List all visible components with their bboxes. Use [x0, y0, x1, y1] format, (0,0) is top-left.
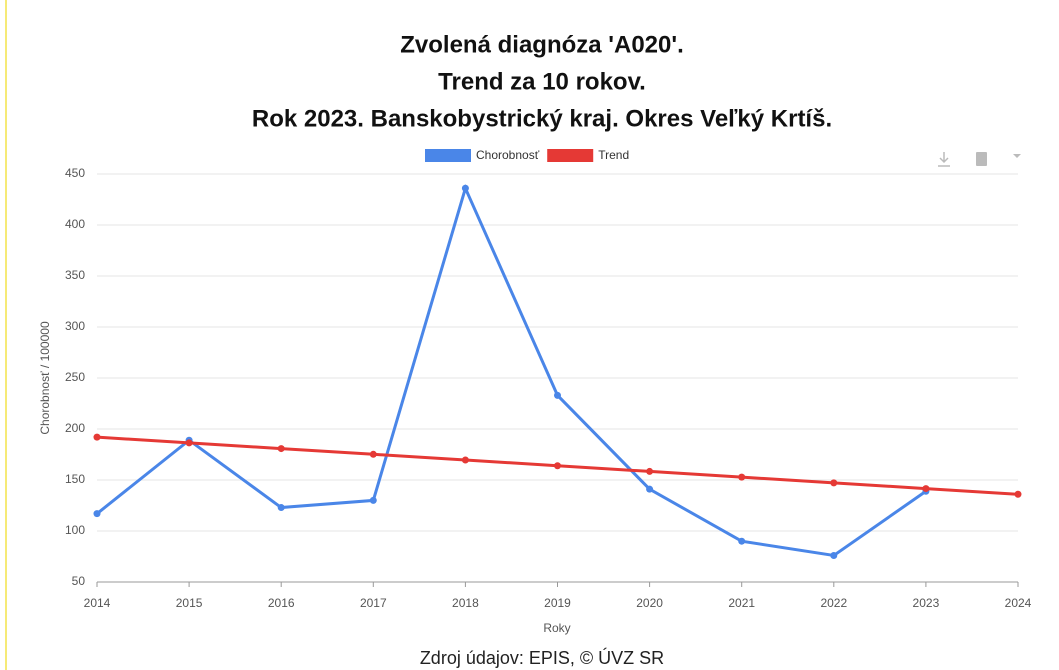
y-tick-label: 150 — [65, 472, 85, 486]
chart-title: Rok 2023. Banskobystrický kraj. Okres Ve… — [252, 105, 832, 132]
y-tick-label: 200 — [65, 421, 85, 435]
y-tick-label: 400 — [65, 217, 85, 231]
point — [93, 433, 101, 441]
point — [461, 184, 469, 192]
point — [1014, 490, 1022, 498]
point — [369, 496, 377, 504]
x-tick-label: 2014 — [84, 596, 111, 610]
x-tick-label: 2019 — [544, 596, 571, 610]
point — [830, 479, 838, 487]
series-line — [96, 183, 927, 558]
point — [554, 462, 561, 470]
legend-swatch — [425, 149, 471, 162]
point — [922, 485, 930, 493]
point — [277, 504, 285, 512]
legend-label: Chorobnosť — [476, 148, 540, 162]
x-tick-label: 2020 — [636, 596, 663, 610]
y-axis-label: Chorobnosť / 100000 — [38, 321, 52, 435]
chart-title: Zvolená diagnóza 'A020'. — [400, 31, 684, 58]
clipboard-icon[interactable] — [976, 152, 987, 166]
y-tick-label: 100 — [65, 523, 85, 537]
point — [461, 456, 469, 464]
x-tick-label: 2015 — [176, 596, 203, 610]
point — [830, 551, 838, 559]
x-tick-label: 2024 — [1005, 596, 1032, 610]
point — [369, 450, 377, 458]
x-tick-label: 2018 — [452, 596, 479, 610]
y-tick-label: 250 — [65, 370, 85, 384]
point — [93, 510, 101, 518]
point — [185, 439, 193, 447]
point — [738, 473, 746, 481]
y-tick-label: 350 — [65, 268, 85, 282]
x-tick-label: 2023 — [913, 596, 940, 610]
toolbar[interactable] — [938, 152, 1021, 167]
point — [738, 537, 746, 545]
menu-icon[interactable] — [1013, 154, 1021, 158]
x-tick-label: 2021 — [728, 596, 755, 610]
y-tick-label: 300 — [65, 319, 85, 333]
chart-title: Trend za 10 rokov. — [438, 68, 646, 95]
point — [554, 391, 561, 399]
x-tick-label: 2022 — [820, 596, 847, 610]
x-tick-label: 2017 — [360, 596, 387, 610]
source: Zdroj údajov: EPIS, © ÚVZ SR — [420, 647, 664, 668]
download-icon[interactable] — [938, 152, 950, 167]
point — [646, 467, 654, 475]
legend-label: Trend — [598, 148, 629, 162]
x-axis-label: Roky — [543, 621, 570, 635]
x-tick-label: 2016 — [268, 596, 295, 610]
y-tick-label: 50 — [72, 574, 86, 588]
legend-swatch — [547, 149, 594, 162]
y-tick-label: 450 — [65, 166, 85, 180]
point — [646, 485, 654, 493]
point — [277, 445, 285, 453]
